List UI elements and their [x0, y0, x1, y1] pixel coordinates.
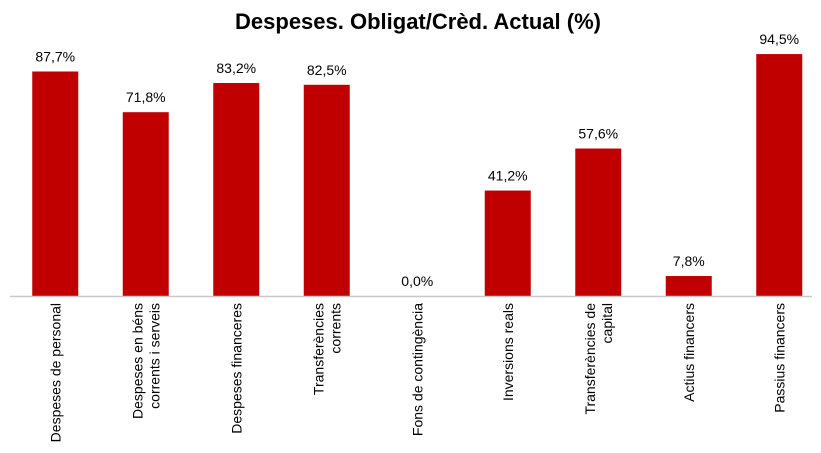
- category-label-line: capital: [599, 303, 615, 343]
- bar: [122, 112, 169, 296]
- category-label: Inversions reals: [500, 303, 516, 401]
- bar: [213, 83, 260, 297]
- category-label: Passius financers: [771, 303, 787, 413]
- category-label: Transferències corrents: [310, 303, 343, 395]
- category-label-line: Transferències de: [582, 303, 598, 415]
- category-label-line: Despeses financeres: [228, 303, 244, 434]
- bars-layer: [32, 54, 803, 297]
- chart-title: Despeses. Obligat/Crèd. Actual (%): [235, 9, 601, 34]
- category-label: Despeses en béns corrents i serveis: [129, 303, 162, 419]
- category-label-line: Despeses de personal: [47, 303, 63, 442]
- category-label: Fons de contingència: [409, 303, 425, 436]
- data-label: 57,6%: [578, 126, 618, 142]
- bar: [756, 54, 803, 296]
- category-label: Actius financers: [681, 303, 697, 402]
- bar: [303, 84, 350, 296]
- category-label-line: Inversions reals: [500, 303, 516, 401]
- data-label: 94,5%: [759, 31, 799, 47]
- category-label-line: corrents i serveis: [146, 303, 162, 409]
- category-label: Transferències de capital: [582, 303, 615, 415]
- data-label: 7,8%: [673, 253, 705, 269]
- category-label: Despeses financeres: [228, 303, 244, 434]
- category-label-line: Actius financers: [681, 303, 697, 402]
- data-labels-layer: 87,7% 71,8% 83,2% 82,5% 0,0% 41,2% 57,6% 7,8% 94…: [35, 31, 799, 289]
- category-label-line: Despeses en béns: [129, 303, 145, 419]
- category-label: Despeses de personal: [47, 303, 63, 442]
- category-label-line: Transferències: [310, 303, 326, 395]
- category-label-line: Fons de contingència: [409, 303, 425, 436]
- category-label-line: Passius financers: [771, 303, 787, 413]
- bar: [484, 190, 531, 296]
- data-label: 41,2%: [488, 168, 528, 184]
- data-label: 71,8%: [126, 89, 166, 105]
- category-label-line: corrents: [327, 303, 343, 354]
- category-labels-layer: Despeses de personal Despeses en béns corr…: [47, 303, 787, 443]
- data-label: 87,7%: [35, 48, 75, 64]
- data-label: 83,2%: [216, 60, 256, 76]
- data-label: 0,0%: [401, 273, 433, 289]
- bar: [575, 148, 622, 296]
- bar: [32, 71, 79, 296]
- data-label: 82,5%: [307, 62, 347, 78]
- bar: [665, 276, 712, 296]
